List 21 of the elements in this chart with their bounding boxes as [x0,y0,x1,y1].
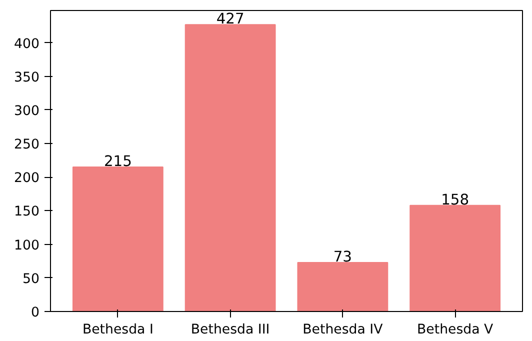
y-tick-label: 0 [31,306,40,320]
y-tick-label: 250 [14,138,40,153]
x-tick-label: Bethesda I [82,322,154,338]
bar [72,166,164,312]
x-tick-label: Bethesda V [417,322,494,338]
y-tick-label: 400 [14,36,40,52]
y-tick-label: 350 [14,70,40,86]
data-label: 427 [216,10,244,28]
data-label: 73 [333,248,352,266]
y-tick-label: 300 [14,104,40,119]
bar [297,262,388,312]
x-tick-label: Bethesda III [190,322,270,338]
y-tick-label: 100 [14,238,40,254]
y-tick-label: 50 [22,272,40,287]
y-tick-label: 150 [14,204,40,220]
x-tick-label: Bethesda IV [302,322,383,338]
data-label: 158 [441,191,470,208]
bar [184,24,276,312]
y-tick-label: 200 [14,171,40,186]
data-label: 215 [104,153,132,170]
bar [410,204,501,312]
